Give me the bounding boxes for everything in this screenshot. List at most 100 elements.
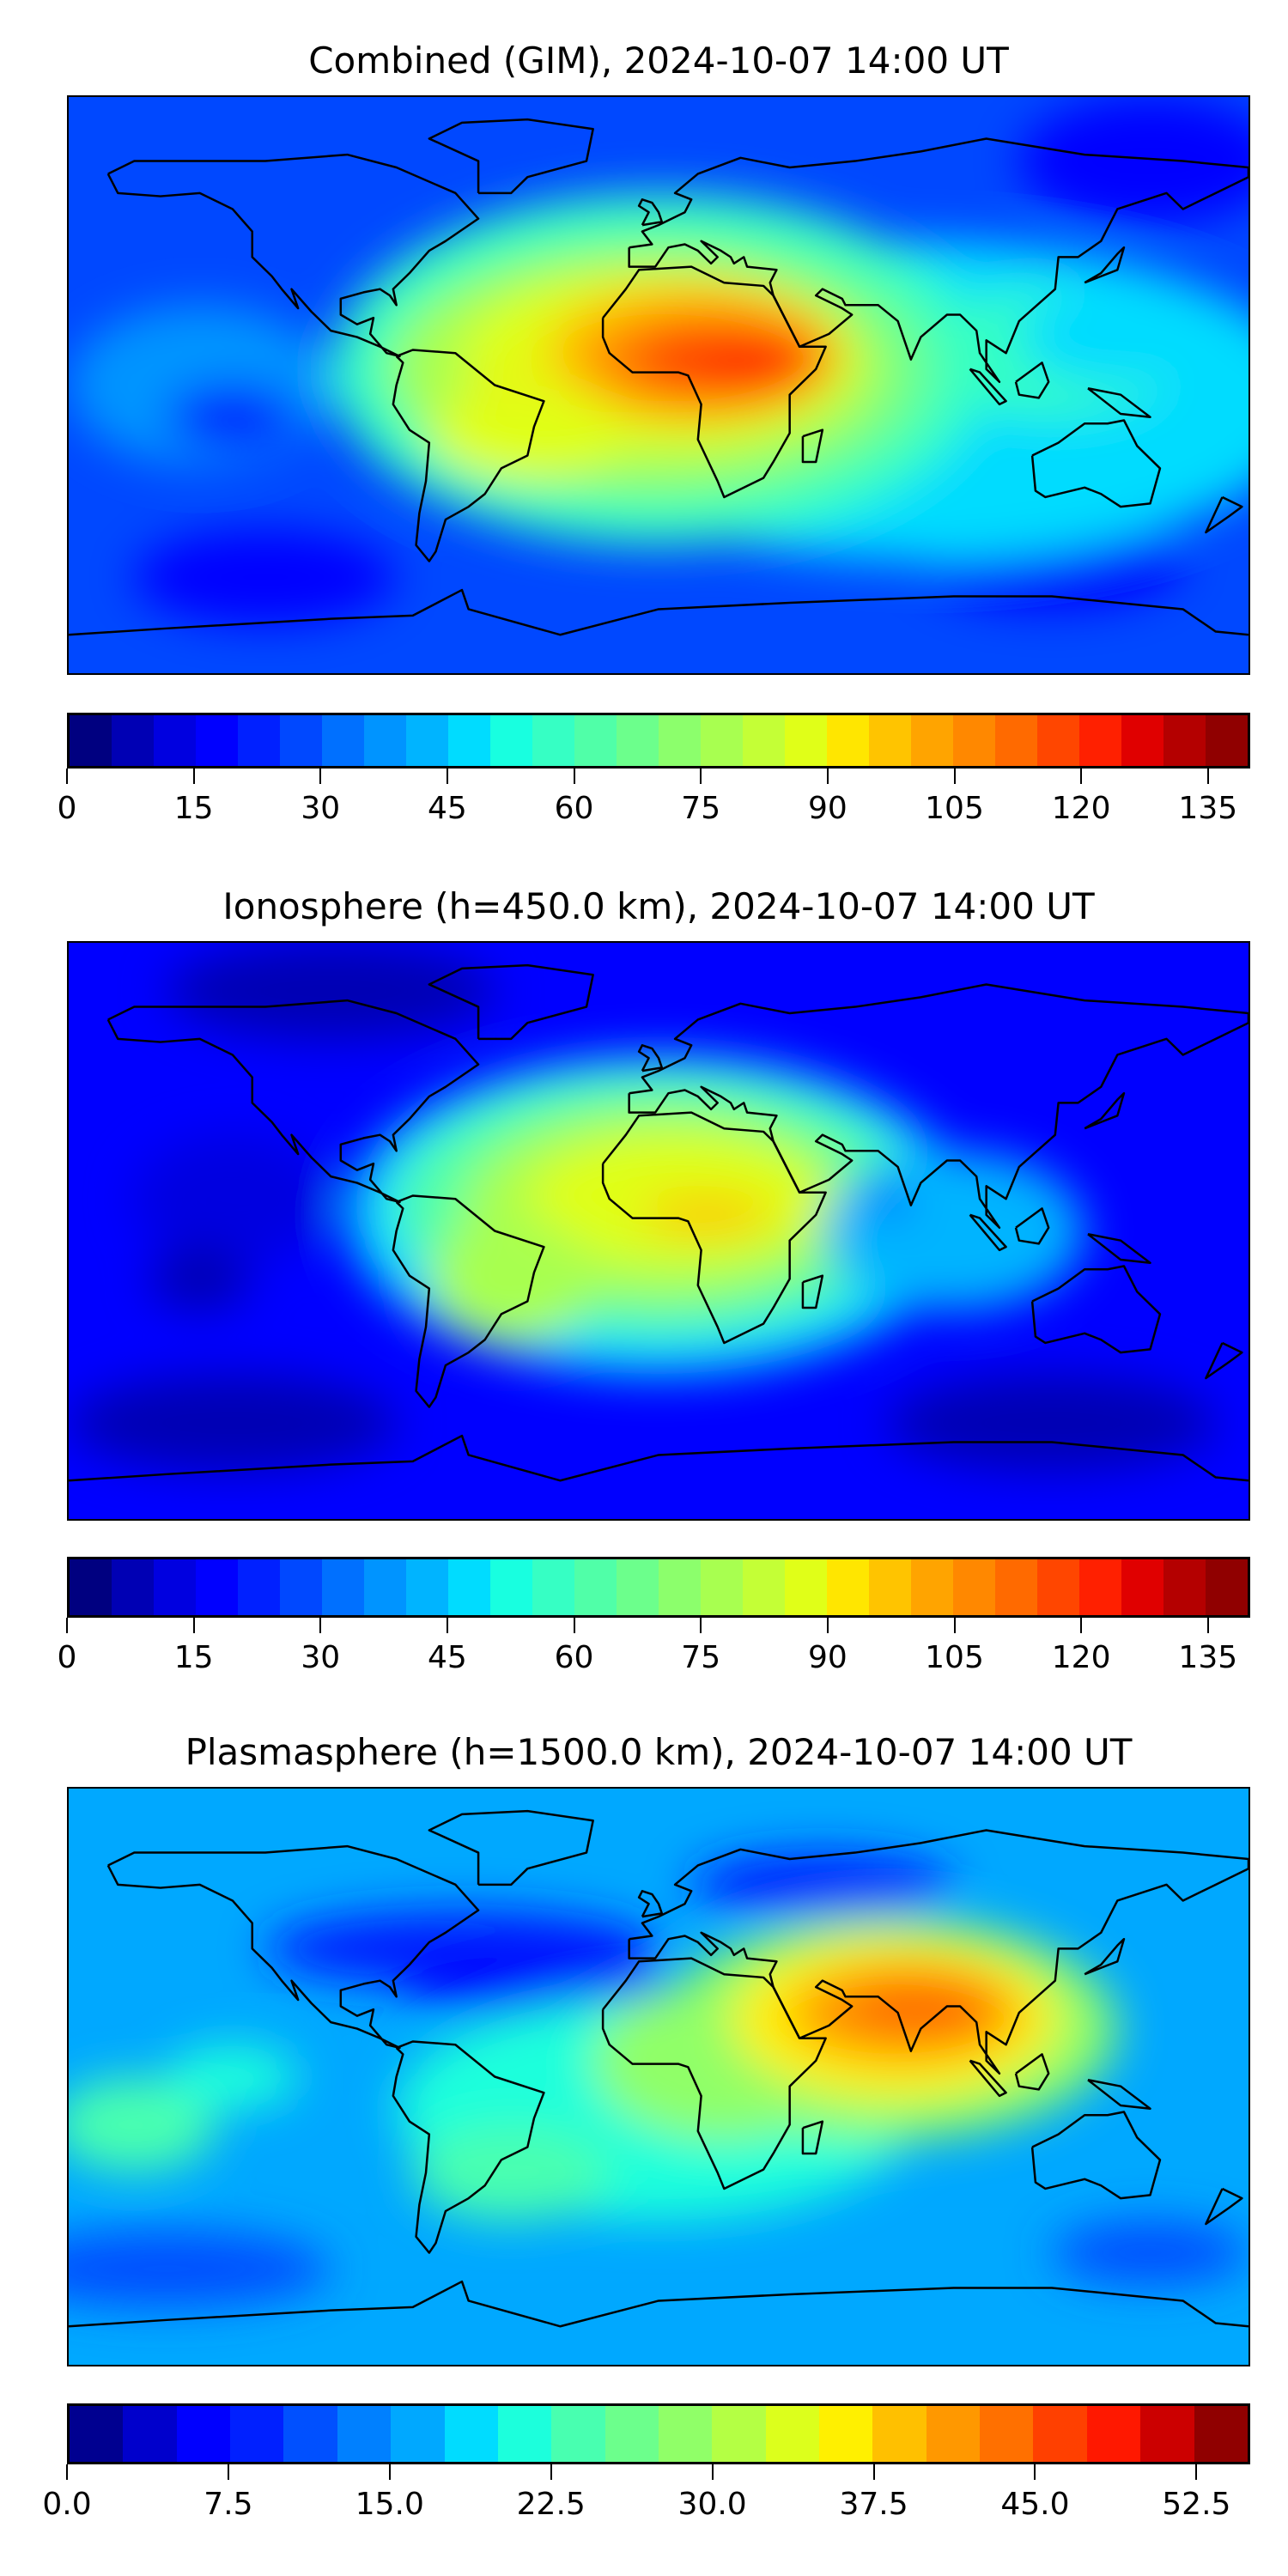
colorbar-tick [711,2464,714,2480]
coastline-eurasia [629,1830,1249,2073]
colorbar-segment [1079,715,1121,766]
coastline-africa [603,267,826,497]
colorbar-segment [532,715,574,766]
colorbar-tick-label: 15.0 [355,2487,424,2522]
colorbar-tick-label: 60 [554,1640,594,1675]
field-region [428,385,626,482]
colorbar-tick-label: 30.0 [677,2487,747,2522]
colorbar-tick [388,2464,391,2480]
title-combined: Combined (GIM), 2024-10-07 14:00 UT [308,39,1009,82]
colorbar-tick-label: 90 [807,1640,848,1675]
field-region [134,1134,331,1263]
colorbar-tick-label: 120 [1051,1640,1111,1675]
colorbar-tick-label: 60 [554,791,594,826]
colorbar-segment [765,2406,820,2462]
colorbar-plasmasphere [67,2403,1250,2464]
colorbar-ionosphere [67,1557,1250,1618]
colorbar-tick-label: 90 [807,791,848,826]
map-ionosphere [67,941,1250,1521]
colorbar-segment [872,2406,927,2462]
field-region [167,943,495,1039]
colorbar-segment [712,2406,766,2462]
colorbar-tick [1206,769,1209,784]
coastline-sumatra [970,369,1006,404]
field-region [69,2230,331,2307]
colorbar-tick [700,769,702,784]
colorbar-segment [238,1559,280,1615]
colorbar-tick-label: 7.5 [204,2487,253,2522]
colorbar-segment [70,2406,124,2462]
coastline-nz [1206,2189,1242,2224]
colorbar-segment [1037,1559,1079,1615]
field-region [872,1182,905,1215]
colorbar-tick-label: 120 [1051,791,1111,826]
colorbar-tick [446,1618,448,1633]
coastline-uk [639,199,662,225]
coastline-greenland [429,1811,593,1885]
colorbar-tick-label: 22.5 [516,2487,586,2522]
colorbar-tick [319,769,322,784]
field-region [848,1974,993,2038]
coastline-madagascar [803,2122,823,2154]
colorbar-segment [659,715,701,766]
field-region [1018,97,1249,226]
colorbar-segment [995,715,1037,766]
colorbar-segment [112,715,154,766]
colorbar-segment [605,2406,659,2462]
colorbar-segment [322,1559,364,1615]
map-ionosphere-svg [69,943,1249,1519]
coastline-borneo [1016,362,1048,398]
field-region [167,2044,299,2109]
colorbar-segment [154,715,196,766]
coastline-greenland [429,965,593,1039]
colorbar-segment [448,715,490,766]
coastline-australia [1032,2112,1160,2199]
colorbar-segment [364,1559,406,1615]
colorbar-tick-label: 45.0 [1000,2487,1070,2522]
field-region [167,385,299,450]
colorbar-tick [1206,1618,1209,1633]
colorbar-segment [743,715,785,766]
colorbar-segment [551,2406,605,2462]
colorbar-segment [701,715,743,766]
colorbar-segment [391,2406,445,2462]
colorbar-segment [444,2406,498,2462]
coastline-africa [603,1959,826,2189]
colorbar-segment [869,1559,911,1615]
coastline-madagascar [803,430,823,462]
field-region [134,529,397,626]
colorbar-tick-label: 75 [681,791,721,826]
field-contours [69,943,1216,1472]
colorbar-tick-label: 105 [925,791,984,826]
colorbar-tick-label: 30 [301,1640,341,1675]
coastline-nz [1206,1343,1242,1378]
colorbar-segment [322,715,364,766]
colorbar-segment [819,2406,873,2462]
colorbar-segment [490,715,532,766]
colorbar-combined [67,713,1250,769]
colorbar-tick [319,1618,322,1633]
coastline-antarctica [69,2281,1249,2326]
field-region [1018,289,1216,386]
colorbar-segment [1121,715,1163,766]
colorbar-segment [911,1559,953,1615]
coastline-japan [1084,1939,1124,1974]
map-combined [67,95,1250,675]
colorbar-tick-label: 15 [173,791,214,826]
colorbar-segment [196,1559,238,1615]
colorbar-segment [953,1559,995,1615]
colorbar-segment [280,715,322,766]
colorbar-segment [617,715,659,766]
colorbar-segment [497,2406,552,2462]
colorbar-segment [926,2406,981,2462]
colorbar-segment [658,2406,713,2462]
field-region [412,2124,610,2221]
coastline-newguinea [1088,388,1151,417]
colorbar-tick [573,1618,575,1633]
colorbar-segment [659,1559,701,1615]
colorbar-tick [1080,769,1083,784]
map-combined-svg [69,97,1249,673]
colorbar-tick [66,2464,68,2480]
field-contours [69,97,1249,626]
colorbar-segment [827,715,869,766]
